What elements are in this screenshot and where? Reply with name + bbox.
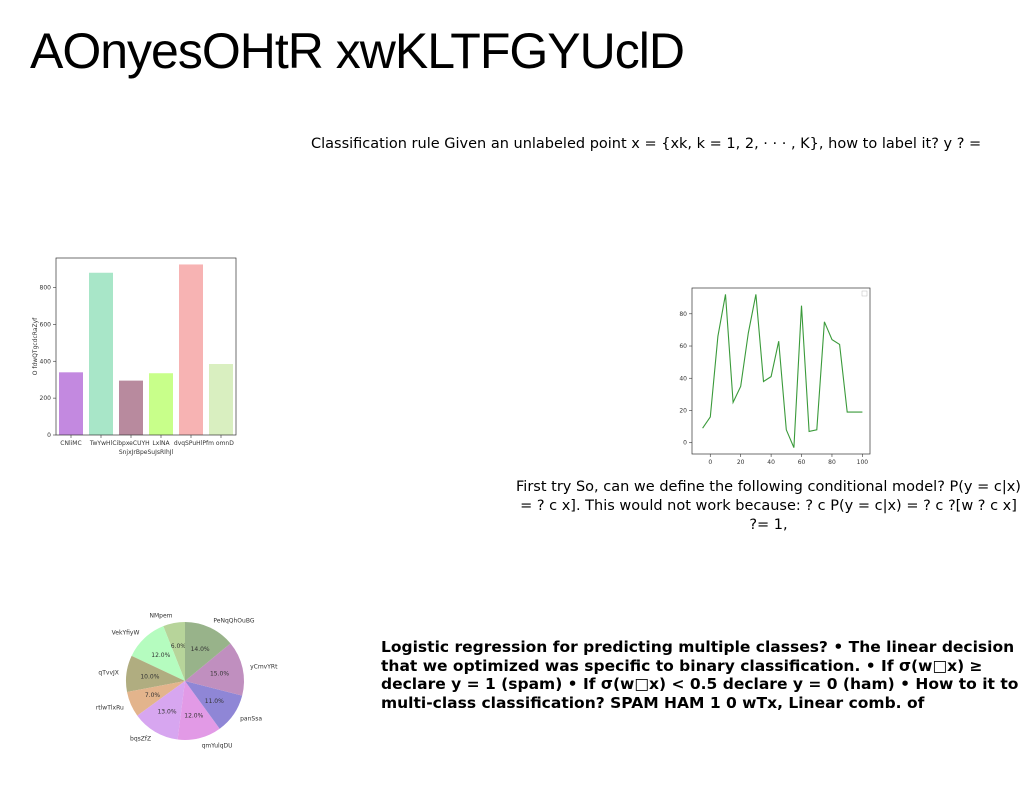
- y-tick-label: 0: [683, 440, 687, 447]
- line-chart-figure: 0 20 40 60 80 100 0 20 40 60 80: [672, 282, 877, 467]
- x-tick-label: 60: [798, 459, 806, 466]
- classification-rule-text: Classification rule Given an unlabeled p…: [311, 136, 982, 152]
- bar: [119, 380, 143, 435]
- x-tick-label: dvqSPuHlPf: [174, 440, 209, 447]
- y-tick-label: 0: [47, 432, 51, 439]
- bar-chart: CNliMC TwYwHl CibpxeCUYH LxlNA dvqSPuHlPf m o…: [32, 257, 237, 456]
- x-tick-label: 80: [828, 459, 836, 466]
- y-tick-label: 200: [40, 395, 52, 402]
- y-tick-label: 40: [679, 375, 687, 382]
- bar-chart-figure: CNliMC TwYwHl CibpxeCUYH LxlNA dvqSPuHlPf m o…: [28, 250, 243, 460]
- pie-slice: [185, 622, 231, 681]
- plot-frame: [55, 257, 237, 436]
- pie-pct-label: 14.0%: [191, 646, 210, 653]
- pie-chart: 6.0% NMpem 12.0% VekYfiyW 10.0% qTvvJX 7.0% rtl…: [96, 613, 278, 750]
- x-tick-label: 20: [737, 459, 745, 466]
- pie-slice-label: panSsa: [240, 716, 262, 723]
- first-try-text: First try So, can we define the followin…: [516, 479, 1021, 533]
- y-tick-label: 80: [679, 311, 687, 318]
- pie-pct-label: 10.0%: [140, 674, 159, 681]
- pie-slice-label: yCmvYRt: [250, 664, 278, 671]
- plot-frame: [691, 287, 871, 455]
- pie-pct-label: 12.0%: [184, 712, 203, 719]
- pie-pct-label: 7.0%: [145, 692, 161, 699]
- bar: [209, 364, 233, 435]
- pie-pct-label: 11.0%: [205, 698, 224, 705]
- pie-slice-label: VekYfiyW: [112, 629, 140, 636]
- bar: [89, 272, 113, 435]
- x-tick-label: m omnD: [208, 440, 234, 447]
- pie-slice-label: bqsZfZ: [130, 735, 151, 742]
- legend-box: [861, 290, 868, 297]
- pie-slice-label: PeNqQhOuBG: [213, 618, 254, 625]
- pie-slice: [127, 681, 185, 716]
- pie-slice-label: qTvvJX: [98, 670, 118, 677]
- x-tick-label: 40: [767, 459, 775, 466]
- pie-slice-label: NMpem: [149, 613, 172, 620]
- bar: [59, 372, 83, 435]
- logistic-regression-text: Logistic regression for predicting multi…: [381, 638, 1019, 712]
- x-tick-label: CNliMC: [60, 440, 81, 447]
- pie-slice: [163, 622, 185, 681]
- slide-title: AOnyesOHtR xwKLTFGYUclD: [30, 23, 685, 79]
- pie-slice: [131, 626, 185, 681]
- x-tick-label: 100: [857, 459, 869, 466]
- pie-slice: [126, 655, 185, 693]
- series-line: [702, 294, 863, 448]
- pie-slice-label: rtlwTlxRu: [96, 705, 124, 712]
- pie-slice-label: qmYulqDU: [202, 743, 233, 750]
- y-tick-label: 600: [40, 321, 52, 328]
- pie-pct-label: 15.0%: [210, 670, 229, 677]
- x-tick-label: CibpxeCUYH: [112, 440, 149, 447]
- y-axis-label: O fdwQTgcdcRaZyf: [32, 317, 39, 375]
- y-tick-label: 60: [679, 343, 687, 350]
- y-tick-label: 800: [40, 285, 52, 292]
- x-axis-label: SnjxJrBpeSuJsRIhJl: [119, 449, 174, 456]
- pie-pct-label: 6.0%: [171, 643, 187, 650]
- pie-pct-label: 12.0%: [151, 652, 170, 659]
- line-chart: 0 20 40 60 80 100 0 20 40 60 80: [679, 287, 871, 466]
- x-tick-label: LxlNA: [152, 440, 170, 447]
- pie-slice: [177, 681, 220, 740]
- y-tick-label: 20: [679, 407, 687, 414]
- bar: [179, 264, 203, 435]
- pie-chart-figure: 6.0% NMpem 12.0% VekYfiyW 10.0% qTvvJX 7.0% rtl…: [90, 592, 280, 772]
- x-tick-label: 0: [708, 459, 712, 466]
- pie-pct-label: 13.0%: [157, 709, 176, 716]
- pie-slice: [185, 681, 243, 729]
- bar: [149, 373, 173, 435]
- y-tick-label: 400: [40, 358, 52, 365]
- x-tick-label: TwYwHl: [89, 440, 113, 447]
- pie-slice: [137, 681, 185, 740]
- pie-slice: [185, 643, 245, 696]
